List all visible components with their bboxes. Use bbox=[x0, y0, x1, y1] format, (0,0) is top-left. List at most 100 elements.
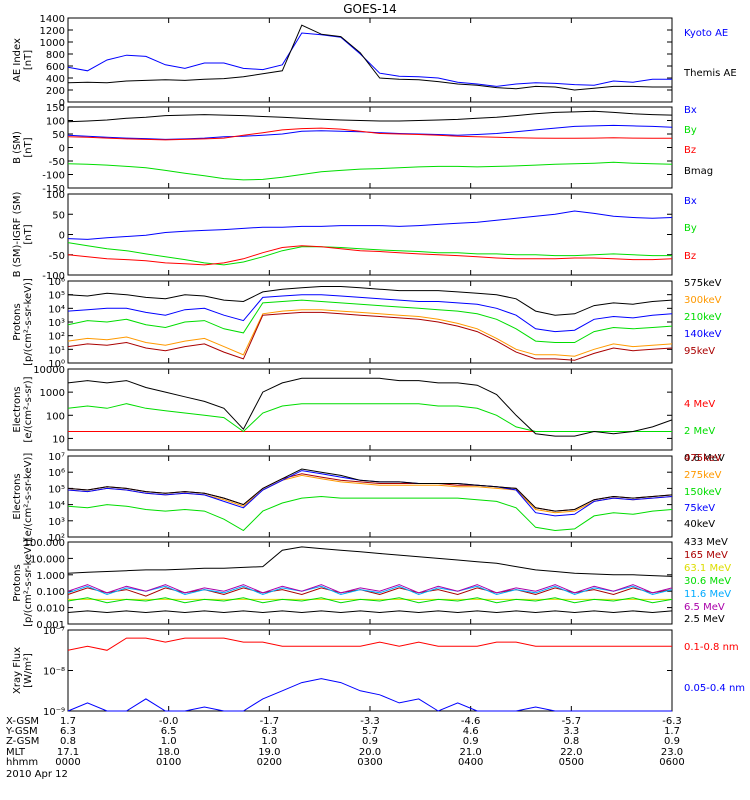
y-tick-label: -100 bbox=[42, 171, 65, 182]
y-axis-label: [nT] bbox=[23, 224, 34, 244]
y-tick-label: 10000 bbox=[33, 365, 65, 376]
legend-entry: 2.5 MeV bbox=[684, 614, 725, 625]
series-by bbox=[67, 242, 672, 266]
date-label: 2010 Apr 12 bbox=[6, 769, 68, 780]
orbit-cell: 0.8 bbox=[60, 736, 76, 747]
legend-entry: 0.05-0.4 nm bbox=[684, 683, 745, 694]
legend-entry: Kyoto AE bbox=[684, 28, 728, 39]
legend-entry: Themis AE bbox=[683, 68, 737, 79]
orbit-cell: -6.3 bbox=[662, 716, 682, 727]
orbit-cell: 0000 bbox=[55, 757, 80, 768]
legend-entry: Bz bbox=[684, 145, 696, 156]
y-tick-label: 400 bbox=[46, 74, 65, 85]
orbit-cell: 0600 bbox=[659, 757, 684, 768]
series-2-mev bbox=[67, 403, 672, 433]
legend-entry: 210keV bbox=[684, 312, 722, 323]
orbit-row-label: X-GSM bbox=[6, 716, 39, 727]
orbit-cell: 5.7 bbox=[362, 726, 378, 737]
y-axis-label: B (SM)-IGRF (SM) bbox=[12, 192, 23, 278]
panel-protons_low: 10⁰ 10¹ 10² 10³ 10⁴ 10⁵ 10⁶ Protons [p/(cm²-s-sr… bbox=[12, 277, 722, 370]
series-95kev bbox=[67, 311, 673, 361]
series-themis-ae bbox=[67, 24, 672, 91]
y-axis-label: AE Index bbox=[12, 38, 23, 82]
legend-entry: 30.6 MeV bbox=[684, 576, 731, 587]
orbit-cell: 19.0 bbox=[258, 747, 280, 758]
y-tick-label: 0.001 bbox=[36, 620, 65, 631]
series-40kev bbox=[67, 468, 673, 512]
y-tick-label: 100 bbox=[46, 190, 65, 201]
y-tick-label: 10⁻⁹ bbox=[43, 707, 65, 718]
plot-title: GOES-14 bbox=[343, 2, 397, 16]
legend-entry: By bbox=[684, 125, 697, 136]
panel-frame bbox=[67, 629, 673, 712]
orbit-cell: 1.0 bbox=[261, 736, 277, 747]
series-by bbox=[67, 161, 673, 181]
panel-protons_high: 0.001 0.010 0.100 1.000 10.000 100.000 Protons… bbox=[12, 537, 731, 631]
legend-entry: 575keV bbox=[684, 278, 722, 289]
series-bx bbox=[67, 210, 673, 240]
orbit-cell: 20.0 bbox=[359, 747, 381, 758]
legend-entry: 6.5 MeV bbox=[684, 602, 725, 613]
y-tick-label: 10² bbox=[48, 533, 65, 544]
orbit-cell: -5.7 bbox=[562, 716, 582, 727]
y-tick-label: 10 bbox=[52, 434, 65, 445]
series-6-5-mev bbox=[67, 584, 673, 594]
orbit-cell: 3.3 bbox=[563, 726, 579, 737]
series-140kev bbox=[67, 294, 673, 333]
series-75kev bbox=[67, 470, 673, 517]
y-tick-label: 10⁶ bbox=[48, 468, 65, 479]
legend-entry: Bx bbox=[684, 105, 697, 116]
orbit-row-label: MLT bbox=[6, 747, 26, 758]
orbit-cell: 1.7 bbox=[60, 716, 76, 727]
legend-entry: 75keV bbox=[684, 503, 715, 514]
orbit-cell: 0.8 bbox=[563, 736, 579, 747]
y-tick-label: -50 bbox=[49, 157, 65, 168]
series-bz bbox=[67, 245, 673, 266]
y-tick-label: 1000 bbox=[40, 38, 65, 49]
legend-entry: 95keV bbox=[684, 346, 715, 357]
legend-entry: 300keV bbox=[684, 295, 722, 306]
y-tick-label: 0 bbox=[59, 98, 65, 109]
legend-entry: 275keV bbox=[684, 470, 722, 481]
orbit-cell: 0300 bbox=[357, 757, 382, 768]
y-tick-label: 0 bbox=[59, 144, 65, 155]
series-150kev bbox=[67, 495, 673, 532]
orbit-cell: 0.9 bbox=[362, 736, 378, 747]
y-axis-label: Xray Flux bbox=[12, 647, 23, 694]
y-tick-label: 200 bbox=[46, 86, 65, 97]
series-bz bbox=[67, 127, 672, 141]
legend-entry: 0.6 MeV bbox=[684, 453, 725, 464]
orbit-cell: 6.5 bbox=[161, 726, 177, 737]
series-575kev bbox=[67, 286, 673, 316]
y-axis-label: B (SM) bbox=[12, 131, 23, 164]
legend-entry: 2 MeV bbox=[684, 426, 715, 437]
legend-entry: 40keV bbox=[684, 519, 715, 530]
series-kyoto-ae bbox=[67, 32, 672, 87]
y-tick-label: 0.100 bbox=[36, 587, 65, 598]
orbit-cell: 23.0 bbox=[661, 747, 683, 758]
y-tick-label: 100 bbox=[46, 411, 65, 422]
series-300kev bbox=[67, 309, 673, 357]
y-tick-label: 10³ bbox=[48, 318, 65, 329]
legend-entry: 63.1 MeV bbox=[684, 563, 731, 574]
orbit-row-label: Y-GSM bbox=[5, 726, 38, 737]
orbit-cell: -0.0 bbox=[159, 716, 179, 727]
panel-b_igrf: -100 -50 0 50 100 B (SM)-IGRF (SM) [nT] Bx By Bz bbox=[12, 190, 697, 282]
y-axis-label: [W/m²] bbox=[23, 653, 34, 688]
legend-entry: 433 MeV bbox=[684, 537, 728, 548]
series-0-6-mev bbox=[67, 377, 673, 437]
panel-frame bbox=[67, 280, 673, 364]
y-tick-label: 10.000 bbox=[30, 554, 65, 565]
series-165-mev bbox=[67, 587, 673, 597]
legend-entry: 140keV bbox=[684, 329, 722, 340]
y-tick-label: 1200 bbox=[40, 26, 65, 37]
series-433-mev bbox=[67, 546, 673, 577]
series-0-1-0-8-nm bbox=[67, 637, 672, 651]
y-tick-label: 600 bbox=[46, 62, 65, 73]
y-tick-label: 10⁴ bbox=[48, 501, 65, 512]
series-2-5-mev bbox=[67, 610, 673, 614]
y-tick-label: 10⁵ bbox=[48, 291, 65, 302]
y-tick-label: 50 bbox=[52, 130, 65, 141]
panel-electrons_low: 10² 10³ 10⁴ 10⁵ 10⁶ 10⁷ Electrons [e/(cm²-s-sr-… bbox=[12, 452, 722, 544]
